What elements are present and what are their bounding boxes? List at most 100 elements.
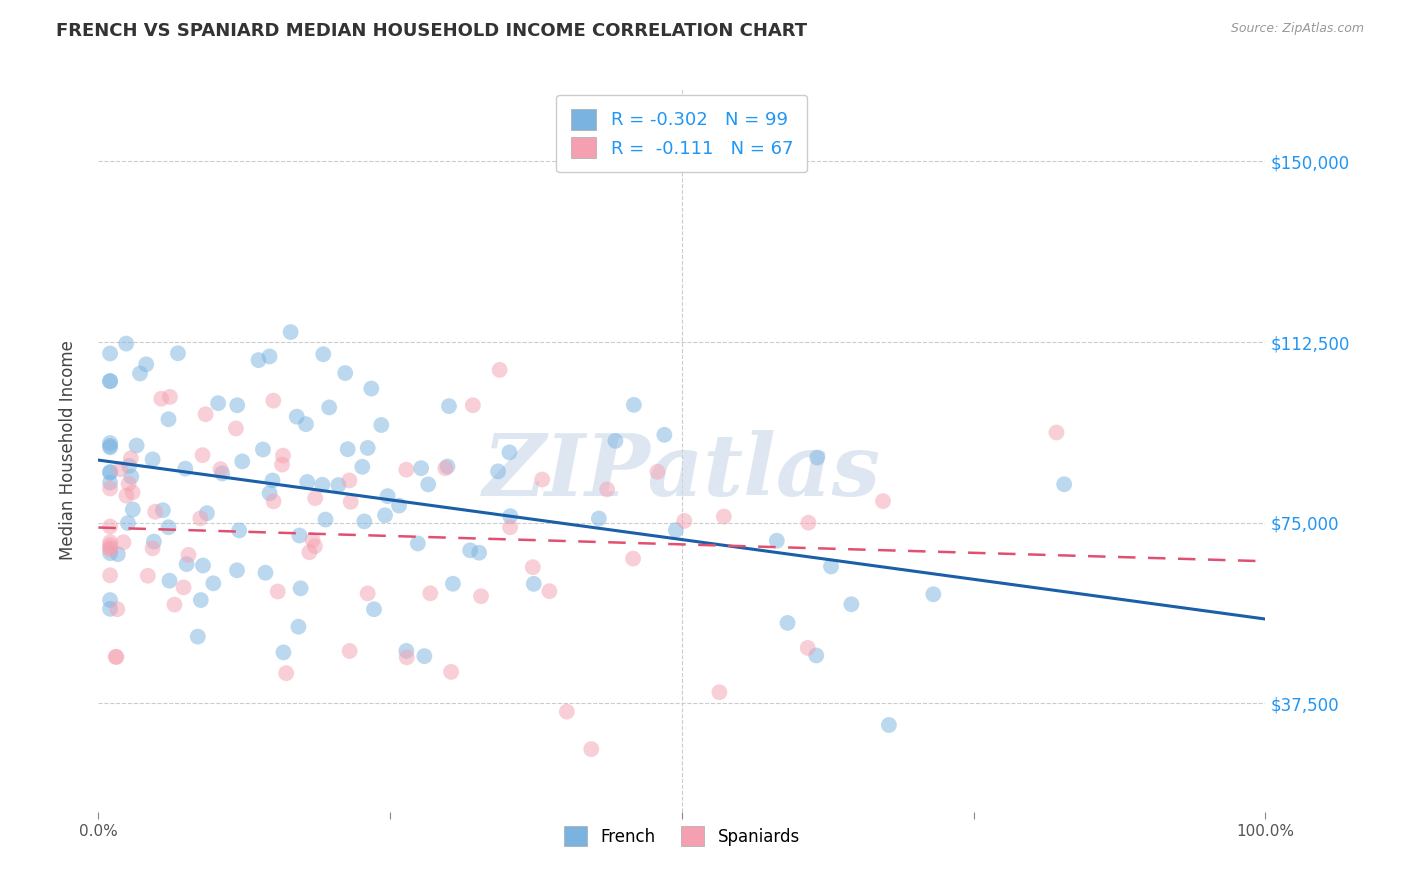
Point xyxy=(98,346,121,360)
Point xyxy=(531,473,554,487)
Point xyxy=(98,475,121,490)
Point xyxy=(157,412,180,426)
Point xyxy=(395,644,418,658)
Point xyxy=(357,441,380,455)
Point xyxy=(262,393,284,408)
Point xyxy=(98,374,121,388)
Point xyxy=(176,557,198,571)
Point xyxy=(877,718,900,732)
Point xyxy=(328,478,350,492)
Point xyxy=(374,508,396,523)
Point xyxy=(98,466,121,480)
Point xyxy=(173,581,195,595)
Point xyxy=(314,512,336,526)
Point xyxy=(621,551,644,566)
Point xyxy=(231,454,253,468)
Point xyxy=(191,448,214,462)
Point xyxy=(605,434,627,448)
Point xyxy=(209,462,232,476)
Point xyxy=(411,461,433,475)
Point xyxy=(142,541,165,556)
Point xyxy=(195,506,218,520)
Point xyxy=(150,392,173,406)
Point xyxy=(806,450,828,465)
Point xyxy=(765,533,787,548)
Point xyxy=(360,382,382,396)
Point xyxy=(841,597,863,611)
Point xyxy=(142,452,165,467)
Point xyxy=(499,509,522,524)
Point xyxy=(665,523,688,537)
Point xyxy=(288,528,311,542)
Point xyxy=(117,476,139,491)
Point xyxy=(98,593,121,607)
Point xyxy=(226,563,249,577)
Point xyxy=(623,398,645,412)
Point xyxy=(263,494,285,508)
Point xyxy=(377,489,399,503)
Point xyxy=(135,357,157,371)
Point xyxy=(820,559,842,574)
Point xyxy=(226,398,249,412)
Point xyxy=(136,568,159,582)
Point xyxy=(120,469,142,483)
Point xyxy=(922,587,945,601)
Point xyxy=(1045,425,1067,440)
Point xyxy=(187,630,209,644)
Point xyxy=(486,464,509,478)
Point xyxy=(370,417,392,432)
Point xyxy=(98,439,121,453)
Text: Source: ZipAtlas.com: Source: ZipAtlas.com xyxy=(1230,22,1364,36)
Point xyxy=(262,474,284,488)
Point xyxy=(318,401,340,415)
Point xyxy=(388,499,411,513)
Point xyxy=(190,593,212,607)
Point xyxy=(339,495,361,509)
Point xyxy=(353,514,375,528)
Point xyxy=(107,547,129,561)
Point xyxy=(796,640,818,655)
Point xyxy=(499,520,522,534)
Point xyxy=(437,399,460,413)
Point xyxy=(98,519,121,533)
Point xyxy=(776,615,799,630)
Point xyxy=(117,516,139,530)
Point xyxy=(98,482,121,496)
Point xyxy=(159,574,181,588)
Point xyxy=(194,407,217,421)
Text: FRENCH VS SPANIARD MEDIAN HOUSEHOLD INCOME CORRELATION CHART: FRENCH VS SPANIARD MEDIAN HOUSEHOLD INCO… xyxy=(56,22,807,40)
Point xyxy=(673,514,696,528)
Point xyxy=(555,705,578,719)
Point xyxy=(523,577,546,591)
Text: ZIPatlas: ZIPatlas xyxy=(482,430,882,514)
Point xyxy=(413,649,436,664)
Point xyxy=(301,533,323,547)
Point xyxy=(121,485,143,500)
Point xyxy=(98,441,121,455)
Point xyxy=(311,477,333,491)
Point xyxy=(167,346,190,360)
Point xyxy=(157,520,180,534)
Point xyxy=(588,511,610,525)
Point xyxy=(105,602,128,616)
Point xyxy=(395,650,418,665)
Point xyxy=(98,602,121,616)
Point xyxy=(304,491,326,505)
Point xyxy=(280,325,302,339)
Point xyxy=(1053,477,1076,491)
Point xyxy=(488,363,510,377)
Legend: French, Spaniards: French, Spaniards xyxy=(555,818,808,854)
Point xyxy=(118,458,141,473)
Point xyxy=(647,465,669,479)
Point xyxy=(298,545,321,559)
Point xyxy=(159,390,181,404)
Point xyxy=(267,584,290,599)
Point xyxy=(436,459,458,474)
Point xyxy=(120,451,142,466)
Point xyxy=(806,648,828,663)
Point xyxy=(142,534,165,549)
Point xyxy=(259,486,281,500)
Point xyxy=(163,598,186,612)
Point xyxy=(654,427,676,442)
Point xyxy=(581,742,603,756)
